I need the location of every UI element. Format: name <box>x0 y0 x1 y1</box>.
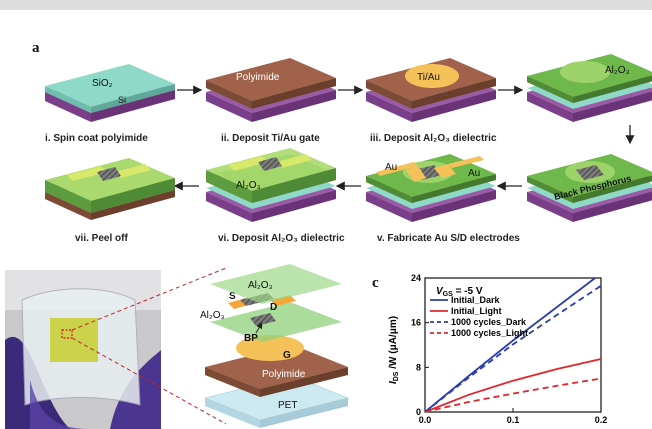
step-vii-illustration <box>45 158 175 220</box>
step-vi-caption: vi. Deposit Al₂O₃ dielectric <box>218 233 345 244</box>
y-tick-label: 16 <box>411 318 421 328</box>
step-ii-illustration: Polyimide <box>206 58 336 122</box>
step-iv-al2o3-label: Al₂O₃ <box>605 65 630 76</box>
step-v-illustration: Au Au <box>366 154 496 222</box>
legend-entry: Initial_Light <box>451 306 502 316</box>
stack-bp-arrow <box>255 322 263 334</box>
step-iii-illustration: Ti/Au <box>366 58 496 122</box>
panel-label-c: c <box>372 275 379 291</box>
step-bp-illustration: Black Phosphorus <box>527 154 652 222</box>
x-tick-label: 0.2 <box>595 415 608 425</box>
step-i-si-label: Si <box>118 95 126 105</box>
x-tick-label: 0.0 <box>419 415 432 425</box>
legend-entry: Initial_Dark <box>451 295 501 305</box>
panel-label-a: a <box>32 40 40 56</box>
stack-d-label: D <box>270 302 277 313</box>
series-line-initial-light <box>424 358 602 413</box>
step-v-caption: v. Fabricate Au S/D electrodes <box>377 233 520 244</box>
device-photo <box>5 270 161 429</box>
chart-annotation: VGS = -5 V <box>436 286 483 298</box>
step-ii-polyimide-label: Polyimide <box>236 72 280 83</box>
iv-chart: 0 8 16 24 0.0 0.1 0.2 Initial_DarkInitial_Lig… <box>388 273 607 425</box>
step-i-illustration: SiO₂ Si <box>45 64 175 122</box>
stack-polyimide-label: Polyimide <box>262 369 306 380</box>
step-i-sio2-label: SiO₂ <box>92 78 113 89</box>
stack-bp-label: BP <box>244 333 258 344</box>
step-vi-al2o3-label: Al₂O₃ <box>236 180 261 191</box>
step-iii-tiau-label: Ti/Au <box>417 72 440 83</box>
zoom-line-bottom <box>71 337 227 425</box>
step-vi-illustration: Al₂O₃ <box>206 148 336 222</box>
step-ii-caption: ii. Deposit Ti/Au gate <box>221 133 320 144</box>
x-tick-label: 0.1 <box>507 415 520 425</box>
legend-entry: 1000 cycles_Light <box>451 328 528 338</box>
step-v-au-right-label: Au <box>468 168 480 179</box>
stack-s-label: S <box>229 291 236 302</box>
legend-entry: 1000 cycles_Dark <box>451 317 527 327</box>
y-axis-label: IDS /W (μA/μm) <box>388 316 400 384</box>
series-line-initial-dark <box>424 277 596 413</box>
stack-pet-label: PET <box>278 400 297 411</box>
series-line-1000-cycles-dark <box>424 285 602 413</box>
stack-top-al2o3-label: Al₂O₃ <box>248 280 273 291</box>
series-line-1000-cycles-light <box>424 377 602 413</box>
y-tick-label: 8 <box>416 362 421 372</box>
step-vii-caption: vii. Peel off <box>75 233 128 244</box>
step-iv-illustration: Al₂O₃ <box>527 54 652 122</box>
step-iii-caption: iii. Deposit Al₂O₃ dielectric <box>370 133 497 144</box>
step-i-caption: i. Spin coat polyimide <box>45 133 148 144</box>
stack-g-label: G <box>283 350 291 361</box>
y-tick-label: 0 <box>416 407 421 417</box>
exploded-stack: PET Polyimide G Al₂O₃ BP S D Al₂O₃ <box>200 264 349 428</box>
top-border <box>0 0 652 10</box>
stack-mid-al2o3-label: Al₂O₃ <box>200 310 225 321</box>
y-tick-label: 24 <box>411 273 421 283</box>
step-v-au-left-label: Au <box>385 162 397 173</box>
